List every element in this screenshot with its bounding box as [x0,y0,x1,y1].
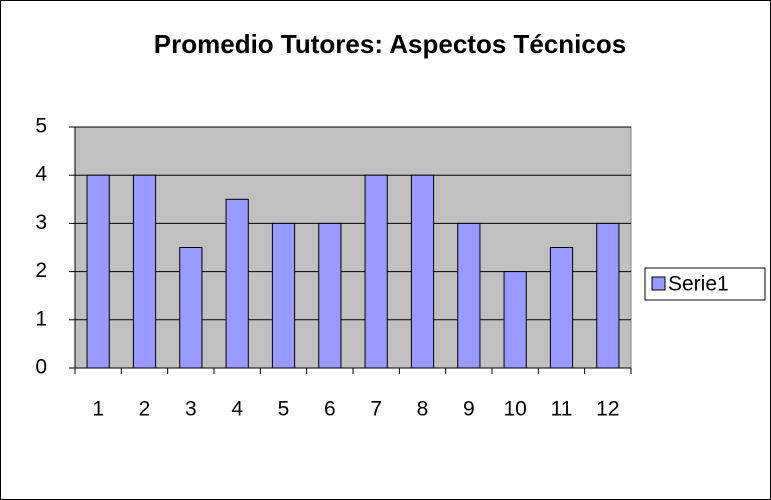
bar [549,247,574,369]
bar [457,222,481,369]
x-tick-label: 8 [417,398,429,421]
x-tick-label: 10 [503,398,526,421]
x-tick-label: 1 [92,398,104,421]
y-tick-label: 3 [35,211,47,234]
x-tick-label: 6 [324,398,336,421]
bar [271,222,296,369]
bar [318,222,342,369]
x-tick-label: 11 [551,398,573,421]
bar [86,174,110,369]
bar [179,247,203,369]
x-tick-label: 3 [185,398,197,421]
y-tick-label: 4 [35,163,47,186]
y-tick-label: 1 [35,307,47,330]
bar [410,174,435,369]
legend-swatch [651,276,666,291]
bar [596,222,620,369]
legend-label: Serie1 [668,273,729,296]
bar [364,174,388,369]
plot-area [74,126,632,369]
chart-title: Promedio Tutores: Aspectos Técnicos [154,29,626,59]
bar [132,174,157,369]
bar [503,271,527,369]
x-tick-label: 5 [278,398,290,421]
x-tick-label: 12 [596,398,619,421]
y-tick-label: 5 [35,115,47,138]
x-tick-label: 7 [370,398,382,421]
y-tick-label: 0 [35,356,47,379]
x-tick-label: 9 [463,398,475,421]
x-tick-label: 2 [139,398,151,421]
y-tick-label: 2 [35,259,47,282]
x-tick-label: 4 [231,398,243,421]
bar [225,198,249,369]
